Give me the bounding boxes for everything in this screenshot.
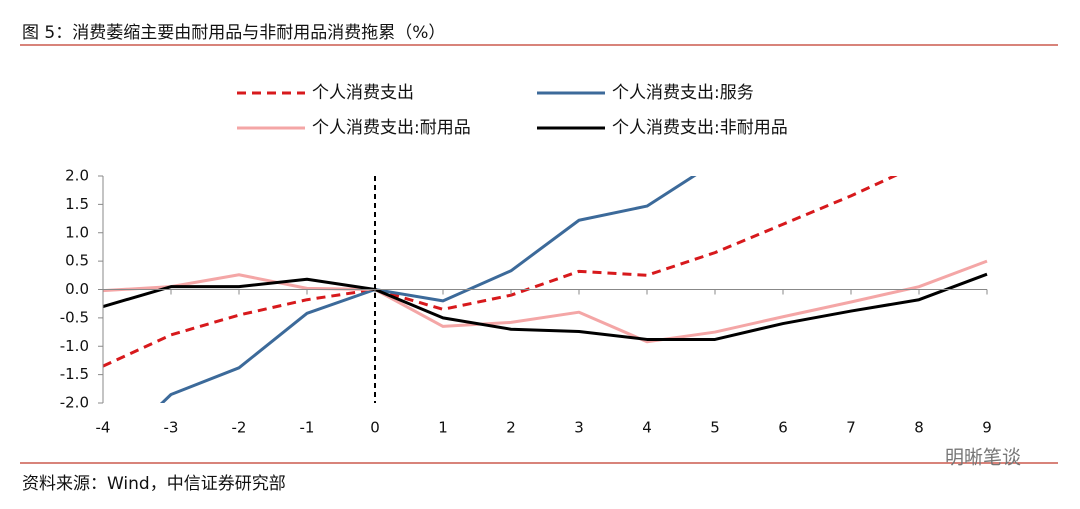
source-note: 资料来源：Wind，中信证券研究部: [22, 474, 286, 494]
x-tick-label: -1: [300, 419, 315, 437]
watermark: 明晰笔谈: [945, 447, 1021, 469]
y-tick-label: 0.5: [65, 252, 89, 270]
x-tick-label: 9: [982, 419, 992, 437]
x-tick-label: 3: [574, 419, 584, 437]
x-tick-label: 5: [710, 419, 720, 437]
y-tick-label: 2.0: [65, 167, 89, 185]
x-tick-label: 2: [506, 419, 516, 437]
legend-label: 个人消费支出:非耐用品: [612, 118, 788, 138]
x-tick-label: -2: [232, 419, 247, 437]
series-line: [159, 176, 697, 403]
legend-label: 个人消费支出:服务: [612, 83, 754, 103]
series-line: [102, 259, 988, 344]
legend-label: 个人消费支出:耐用品: [312, 118, 471, 138]
x-tick-label: -3: [164, 419, 179, 437]
series-line: [102, 176, 898, 368]
series-line: [102, 272, 988, 341]
x-tick-label: 8: [914, 419, 924, 437]
y-tick-label: -2.0: [60, 394, 89, 412]
x-tick-label: 1: [438, 419, 448, 437]
y-tick-label: 1.0: [65, 223, 89, 241]
x-tick-label: -4: [96, 419, 111, 437]
plot-area: [102, 176, 988, 403]
x-tick-label: 0: [370, 419, 380, 437]
y-tick-label: -1.5: [60, 365, 89, 383]
x-tick-label: 4: [642, 419, 652, 437]
y-tick-label: -1.0: [60, 337, 89, 355]
y-tick-label: 1.5: [65, 195, 89, 213]
x-tick-label: 7: [846, 419, 856, 437]
legend-label: 个人消费支出: [312, 83, 414, 103]
y-tick-label: 0.0: [65, 280, 89, 298]
header-title: 图 5：消费萎缩主要由耐用品与非耐用品消费拖累（%）: [22, 23, 445, 43]
y-tick-label: -0.5: [60, 308, 89, 326]
x-tick-label: 6: [778, 419, 788, 437]
